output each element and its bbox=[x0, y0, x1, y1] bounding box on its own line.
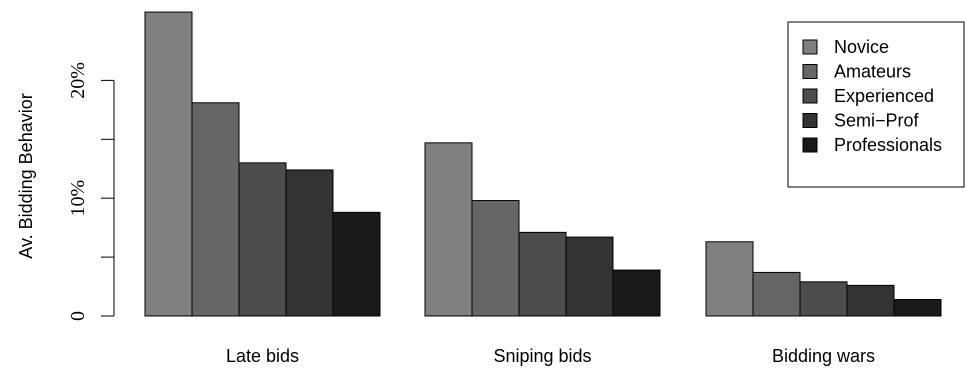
bar bbox=[518, 231, 567, 317]
legend-label: Experienced bbox=[834, 86, 934, 106]
bar bbox=[565, 236, 614, 317]
category-labels: Late bids Sniping bids Bidding wars bbox=[226, 346, 875, 366]
bar bbox=[612, 269, 661, 317]
legend-label: Amateurs bbox=[834, 62, 911, 82]
legend-swatch bbox=[802, 137, 818, 153]
category-label: Bidding wars bbox=[772, 346, 875, 366]
bar bbox=[752, 271, 801, 317]
legend-swatch bbox=[802, 64, 818, 79]
bar bbox=[705, 241, 754, 317]
y-tick-label: 0 bbox=[67, 311, 89, 321]
bar bbox=[144, 11, 193, 317]
bars-group bbox=[144, 11, 942, 317]
bar bbox=[471, 200, 520, 317]
y-axis: 0 10% 20% bbox=[67, 62, 115, 321]
category-label: Sniping bids bbox=[493, 346, 591, 366]
y-tick-label: 10% bbox=[67, 180, 89, 217]
legend-label: Professionals bbox=[834, 135, 942, 155]
bar bbox=[799, 281, 848, 317]
legend-label: Semi−Prof bbox=[834, 111, 920, 131]
legend-swatch bbox=[802, 88, 818, 104]
bar bbox=[424, 142, 473, 317]
bar bbox=[846, 284, 895, 317]
category-label: Late bids bbox=[226, 346, 299, 366]
legend-swatch bbox=[802, 39, 818, 55]
legend-label: Novice bbox=[834, 37, 889, 57]
legend: Novice Amateurs Experienced Semi−Prof Profes… bbox=[787, 21, 965, 188]
bar bbox=[332, 211, 381, 317]
bar bbox=[191, 102, 240, 317]
bar bbox=[893, 299, 942, 317]
bar bbox=[238, 162, 287, 317]
legend-swatch bbox=[802, 113, 818, 128]
y-tick-label: 20% bbox=[67, 62, 89, 99]
y-axis-title: Av. Bidding Behavior bbox=[16, 93, 36, 258]
bar bbox=[285, 169, 334, 317]
